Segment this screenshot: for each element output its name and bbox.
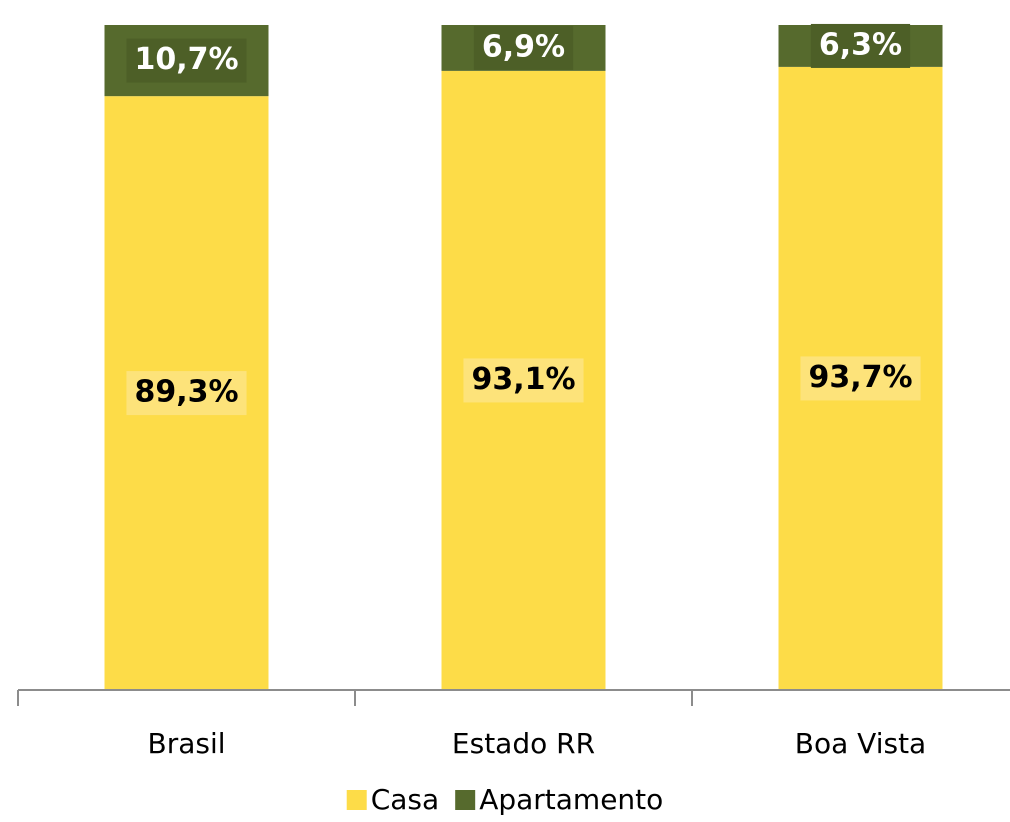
data-label-group: 89,3% (126, 371, 247, 416)
legend: Casa Apartamento (346, 783, 663, 816)
legend-swatch (455, 790, 476, 810)
data-label-group: 10,7% (126, 38, 247, 83)
data-label-group: 6,9% (473, 25, 574, 70)
data-label-background (810, 23, 911, 68)
data-label: 10,7% (134, 42, 238, 77)
x-tick-label: Boa Vista (795, 727, 926, 760)
data-label: 89,3% (134, 375, 238, 410)
legend-label: Apartamento (479, 783, 663, 816)
data-label-group: 6,3% (810, 23, 911, 68)
x-tick-label: Estado RR (452, 727, 595, 760)
x-tick-label: Brasil (147, 727, 225, 760)
legend-label: Casa (371, 783, 439, 816)
data-label-background (800, 356, 921, 401)
data-label-background (463, 358, 584, 403)
data-label: 6,9% (482, 29, 565, 64)
data-label-group: 93,7% (800, 356, 921, 401)
data-label: 6,3% (819, 27, 902, 62)
data-label-group: 93,1% (463, 358, 584, 403)
data-label: 93,1% (471, 362, 575, 397)
data-label-background (473, 25, 574, 70)
data-label-background (126, 371, 247, 416)
legend-swatch (346, 790, 367, 810)
data-label-background (126, 38, 247, 83)
data-label: 93,7% (808, 360, 912, 395)
